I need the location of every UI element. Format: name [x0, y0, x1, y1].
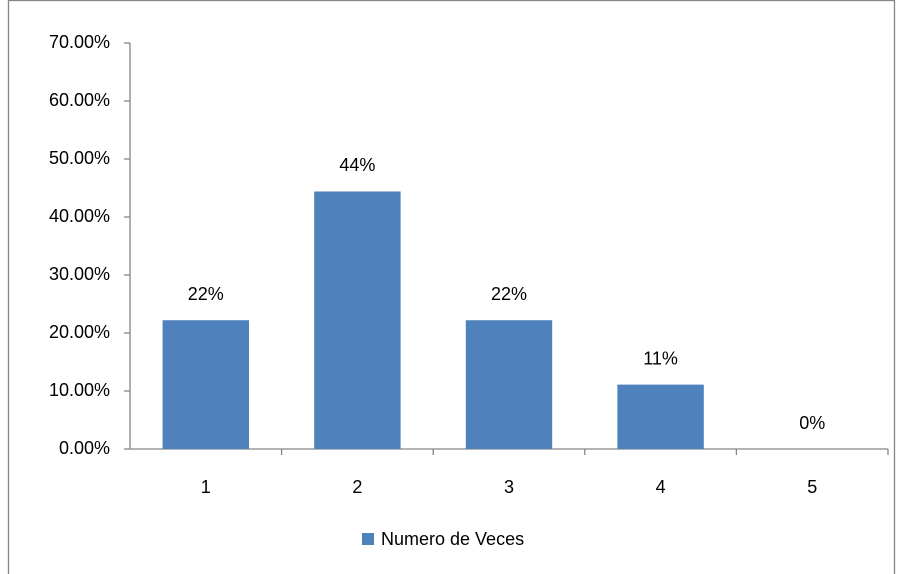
- data-label: 22%: [188, 284, 224, 304]
- data-label: 11%: [643, 348, 678, 368]
- x-tick-label: 3: [504, 477, 514, 497]
- data-label: 0%: [799, 413, 825, 433]
- y-tick-label: 20.00%: [49, 322, 110, 342]
- legend-swatch: [362, 533, 374, 545]
- bar: [314, 191, 401, 450]
- y-tick-label: 60.00%: [49, 90, 110, 110]
- data-label: 44%: [339, 155, 375, 175]
- y-tick-label: 40.00%: [49, 206, 110, 226]
- x-tick-label: 2: [352, 477, 362, 497]
- bar: [465, 320, 553, 449]
- y-tick-label: 10.00%: [49, 380, 110, 400]
- bar: [617, 384, 704, 449]
- legend-label: Numero de Veces: [381, 529, 524, 549]
- data-label: 22%: [491, 284, 527, 304]
- y-tick-label: 50.00%: [49, 148, 110, 168]
- chart-frame: [7, 0, 896, 574]
- x-tick-label: 1: [201, 477, 211, 497]
- y-tick-label: 70.00%: [49, 32, 110, 52]
- y-tick-label: 0.00%: [59, 438, 110, 458]
- x-tick-label: 4: [656, 477, 666, 497]
- bar: [162, 320, 250, 449]
- x-tick-label: 5: [807, 477, 817, 497]
- y-tick-label: 30.00%: [49, 264, 110, 284]
